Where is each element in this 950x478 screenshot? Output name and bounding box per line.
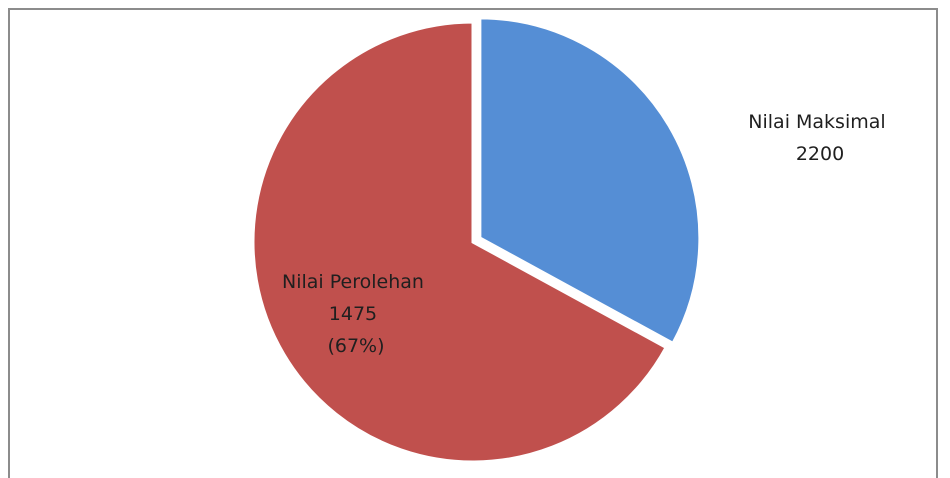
label-nilai-perolehan-line-3: (67%)	[327, 335, 384, 357]
label-nilai-perolehan-line-2: 1475	[329, 303, 377, 325]
slice-nilai-perolehan	[251, 20, 669, 464]
label-nilai-maksimal: Nilai Maksimal 2200	[748, 111, 891, 165]
label-nilai-maksimal-line-2: 2200	[796, 143, 844, 165]
label-nilai-maksimal-line-1: Nilai Maksimal	[748, 111, 885, 133]
label-nilai-perolehan-line-1: Nilai Perolehan	[282, 271, 424, 293]
label-nilai-perolehan: Nilai Perolehan 1475 (67%)	[282, 271, 430, 357]
slice-nilai-maksimal	[478, 16, 702, 346]
